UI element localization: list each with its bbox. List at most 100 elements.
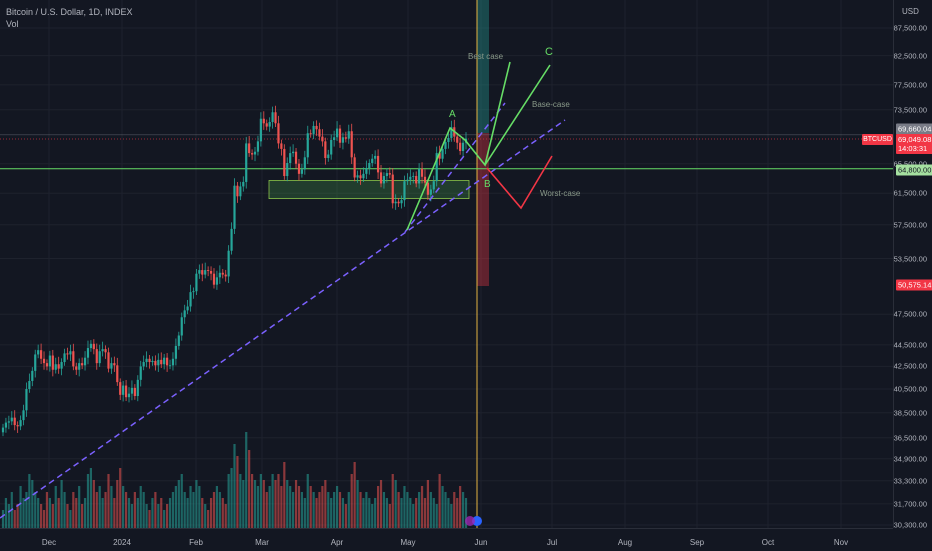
- volume-bar: [347, 492, 350, 528]
- candle-body: [54, 364, 57, 370]
- volume-bar: [265, 492, 268, 528]
- volume-bar: [294, 480, 298, 528]
- volume-bar: [89, 468, 93, 528]
- candle-body: [136, 379, 139, 397]
- volume-bar: [75, 498, 78, 528]
- candle-body: [37, 350, 40, 355]
- price-tick-label: 47,500.00: [893, 309, 927, 319]
- candle-body: [327, 154, 330, 159]
- candle-body: [385, 173, 388, 177]
- candle-body: [201, 270, 204, 275]
- candle-body: [259, 118, 262, 142]
- volume-bar: [104, 492, 107, 528]
- volume-bar: [142, 492, 145, 528]
- candle-body: [139, 366, 142, 380]
- volume-bar: [122, 486, 125, 528]
- drawings: Best case Base-case Worst-case A B C: [0, 46, 581, 526]
- candle-body: [198, 270, 201, 274]
- volume-bar: [338, 492, 342, 528]
- candle-body: [315, 125, 318, 130]
- event-icon: [472, 516, 482, 526]
- price-tick-label: 34,900.00: [893, 454, 927, 464]
- price-tick-label: 38,500.00: [893, 408, 927, 418]
- volume-bar: [441, 486, 444, 528]
- volume-bar: [39, 504, 43, 528]
- candle-body: [204, 270, 207, 275]
- volume-bar: [444, 492, 447, 528]
- volume-bar: [341, 498, 345, 528]
- volume-bar: [212, 492, 216, 528]
- volume-bar: [230, 468, 233, 528]
- volume-bar: [292, 492, 295, 528]
- volume-bar: [48, 498, 51, 528]
- candle-body: [189, 292, 192, 307]
- candle-body: [86, 348, 90, 358]
- candle-body: [321, 136, 324, 142]
- candle-body: [145, 358, 148, 363]
- candle-body: [160, 359, 163, 365]
- candle-body: [265, 123, 268, 127]
- candle-body: [365, 168, 368, 174]
- candle-body: [335, 128, 339, 138]
- volume-bar: [374, 498, 377, 528]
- candle-body: [4, 422, 8, 428]
- volume-bar: [66, 504, 69, 528]
- label-point-a: A: [449, 109, 456, 120]
- candle-body: [69, 351, 72, 355]
- candle-body: [409, 176, 412, 180]
- volume-bar: [177, 480, 180, 528]
- symbol-legend[interactable]: Bitcoin / U.S. Dollar, 1D, INDEX Vol: [6, 6, 133, 30]
- candle-body: [353, 157, 356, 178]
- volume-bar: [412, 504, 415, 528]
- candle-body: [142, 362, 145, 367]
- candle-body: [277, 123, 280, 144]
- price-axis[interactable]: USD 87,500.00 82,500.00 77,500.00 73,500.00…: [893, 0, 932, 530]
- current-price-value: 69,049.08: [898, 135, 932, 144]
- volume-bar: [426, 480, 430, 528]
- volume-bar: [394, 480, 397, 528]
- support-zone: [268, 180, 470, 200]
- volume-bar: [180, 474, 183, 528]
- candle-body: [356, 175, 359, 178]
- candle-body: [359, 175, 362, 179]
- volume-bar: [186, 498, 189, 528]
- candle-body: [423, 176, 427, 183]
- volume-indicator-label[interactable]: Vol: [6, 19, 19, 29]
- candle-body: [98, 351, 101, 364]
- candle-body: [233, 185, 236, 229]
- candle-body: [168, 365, 172, 367]
- volume-bar: [60, 480, 63, 528]
- candle-body: [450, 127, 453, 138]
- volume-bar: [300, 492, 303, 528]
- volume-bar: [432, 498, 435, 528]
- volume-bar: [303, 498, 306, 528]
- time-tick-label: Mar: [255, 538, 269, 547]
- candle-body: [221, 272, 224, 275]
- volume-bar: [245, 432, 248, 528]
- volume-bar: [453, 492, 456, 528]
- candle-body: [341, 137, 345, 143]
- candle-body: [148, 358, 151, 363]
- grid-lines: [0, 0, 893, 528]
- candle-body: [110, 363, 113, 369]
- volume-bar: [459, 486, 462, 528]
- time-tick-label: Sep: [689, 538, 705, 547]
- time-axis[interactable]: Dec 2024 Feb Mar Apr May Jun Jul Aug Sep Oct Nov: [0, 528, 893, 551]
- volume-bar: [166, 504, 169, 528]
- volume-bar: [42, 510, 46, 528]
- price-tick-label: 87,500.00: [893, 23, 927, 33]
- volume-bar: [168, 498, 172, 528]
- time-tick-label: Aug: [617, 538, 633, 547]
- candle-body: [48, 355, 51, 367]
- candle-body: [154, 360, 157, 366]
- volume-bar: [204, 504, 207, 528]
- volume-bar: [160, 498, 163, 528]
- candle-body: [262, 118, 265, 124]
- candle-body: [330, 139, 333, 155]
- candle-body: [42, 358, 46, 364]
- symbol-title[interactable]: Bitcoin / U.S. Dollar, 1D, INDEX: [6, 7, 133, 17]
- candle-body: [309, 133, 312, 135]
- volume-bar: [283, 462, 286, 528]
